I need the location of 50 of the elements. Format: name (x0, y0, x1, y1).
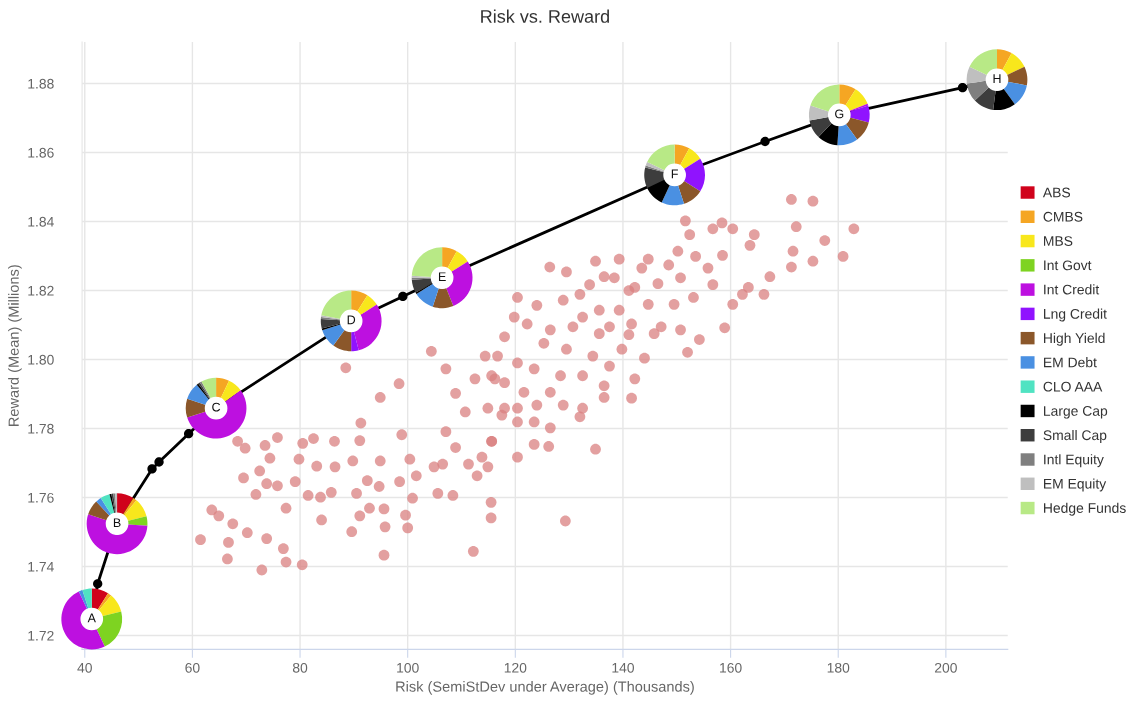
x-tick-label: 120 (504, 662, 527, 673)
legend-label: Int Credit (1044, 284, 1100, 295)
x-tick-label: 200 (934, 662, 957, 673)
annotation: D (347, 315, 356, 325)
x-tick-label: 60 (185, 662, 200, 673)
y-tick-label: 1.78 (28, 423, 54, 434)
x-tick-label: 100 (397, 662, 419, 673)
annotation: H (993, 74, 1001, 83)
x-tick-label: 180 (827, 662, 850, 673)
x-tick-label: 140 (612, 662, 634, 673)
y-axis-title: Reward (Mean) (Millions) (8, 265, 22, 426)
y-tick-label: 1.76 (28, 492, 54, 503)
annotation: A (87, 613, 96, 623)
point (147, 464, 157, 474)
legend-label: High Yield (1044, 332, 1105, 346)
legend-label: Large Cap (1044, 406, 1108, 419)
point (957, 83, 968, 93)
chart-title: Risk vs. Reward (481, 9, 609, 23)
legend-label: EM Equity (1044, 478, 1107, 492)
point (93, 579, 103, 589)
y-tick-label: 1.86 (28, 147, 54, 158)
legend-label: Intl Equity (1044, 454, 1104, 468)
annotation: E (438, 272, 446, 281)
legend-label: ABS (1042, 187, 1071, 198)
x-tick-label: 160 (720, 662, 742, 673)
legend-label: Hedge Funds (1044, 502, 1126, 516)
annotation: F (671, 169, 678, 179)
legend-label: MBS (1044, 236, 1073, 246)
y-tick-label: 1.72 (28, 630, 54, 641)
annotation: G (835, 109, 844, 119)
y-tick-label: 1.82 (28, 285, 54, 296)
x-tick-label: 40 (77, 662, 92, 673)
point (760, 136, 770, 147)
y-tick-label: 1.84 (28, 216, 54, 227)
legend-label: Lng Credit (1044, 308, 1107, 322)
annotation: C (212, 402, 221, 412)
x-tick-label: 80 (292, 662, 308, 673)
point (183, 429, 194, 439)
legend-label: EM Debt (1044, 357, 1097, 368)
y-tick-label: 1.74 (28, 562, 54, 572)
y-tick-label: 1.88 (28, 78, 54, 89)
point (398, 291, 408, 302)
annotation: B (113, 518, 121, 527)
legend-label: Small Cap (1043, 429, 1107, 443)
x-axis-title: Risk (SemiStDev under Average) (Thousands) (396, 681, 694, 695)
point (154, 457, 164, 467)
legend-label: CMBS (1043, 211, 1083, 222)
y-tick-label: 1.80 (28, 354, 54, 365)
legend-label: CLO AAA (1043, 381, 1103, 392)
legend-label: Int Govt (1044, 260, 1092, 271)
